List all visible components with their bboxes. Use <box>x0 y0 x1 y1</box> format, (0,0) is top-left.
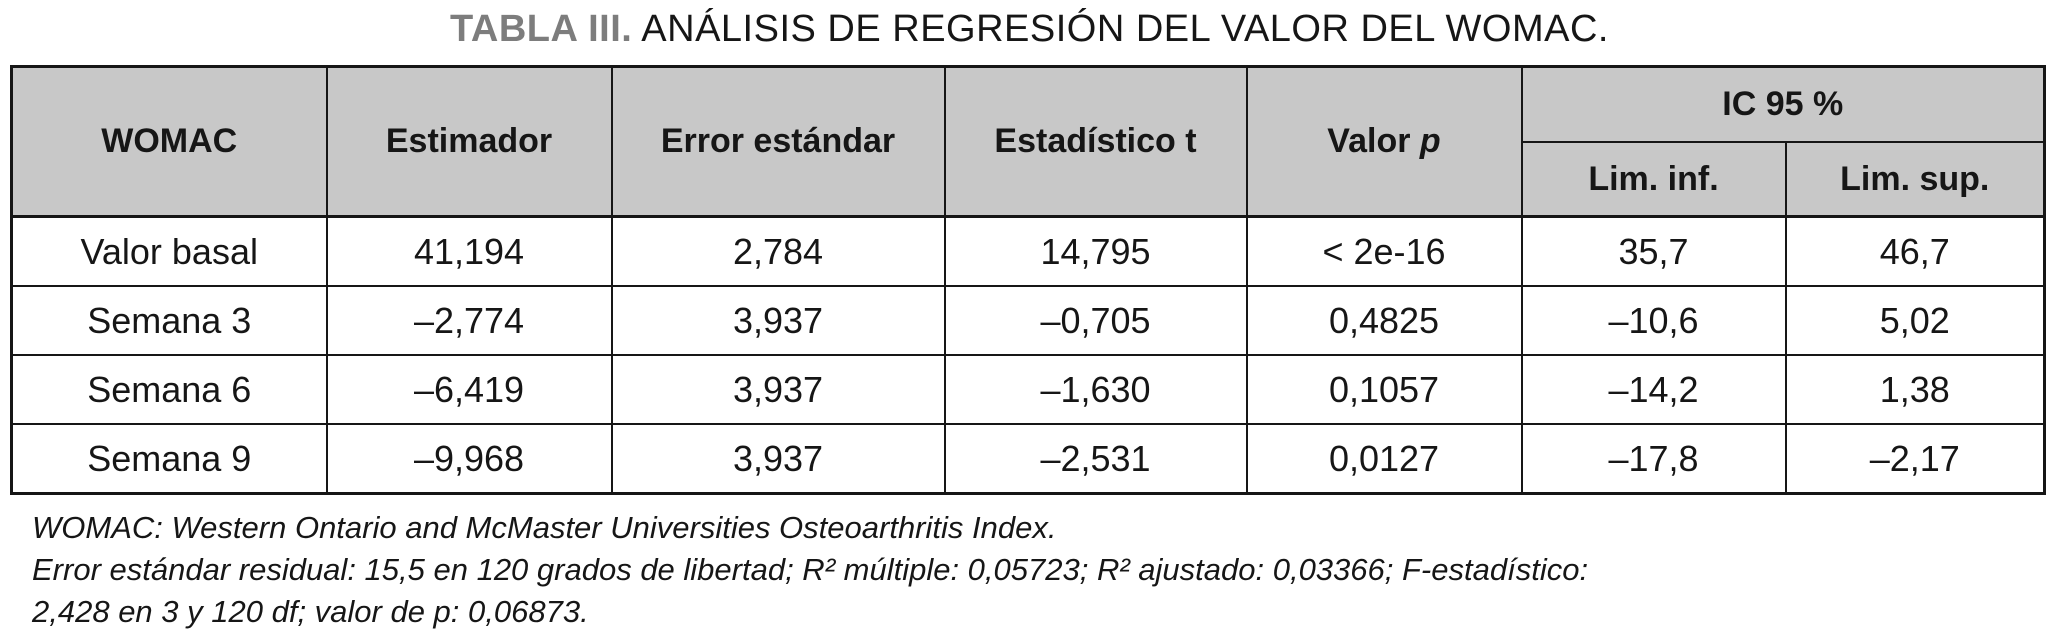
table-row-valor-basal: Valor basal 41,194 2,784 14,795 < 2e-16 … <box>10 215 2046 287</box>
cell-lim-inf: –10,6 <box>1520 285 1787 356</box>
cell-lim-inf: –14,2 <box>1520 354 1787 425</box>
cell-t: –0,705 <box>943 285 1248 356</box>
cell-estimador: –6,419 <box>325 354 613 425</box>
regression-table: WOMAC Estimador Error estándar Estadísti… <box>10 65 2047 495</box>
row-label: Valor basal <box>10 215 328 287</box>
header-valor-p-text: Valor <box>1327 122 1420 160</box>
table-row-semana-6: Semana 6 –6,419 3,937 –1,630 0,1057 –14,… <box>10 354 2046 425</box>
table-header: WOMAC Estimador Error estándar Estadísti… <box>10 65 2046 218</box>
cell-t: –2,531 <box>943 423 1248 495</box>
page: TABLA III. ANÁLISIS DE REGRESIÓN DEL VAL… <box>0 8 2059 640</box>
cell-lim-sup: 1,38 <box>1784 354 2046 425</box>
cell-p: 0,4825 <box>1245 285 1523 356</box>
header-lim-inf: Lim. inf. <box>1520 141 1787 218</box>
cell-lim-inf: 35,7 <box>1520 215 1787 287</box>
footnote-stats-line-2: 2,428 en 3 y 120 df; valor de p: 0,06873… <box>32 594 589 629</box>
cell-p: 0,1057 <box>1245 354 1523 425</box>
cell-error: 2,784 <box>610 215 946 287</box>
table-title-label: TABLA III. <box>450 8 633 50</box>
table-title-text: ANÁLISIS DE REGRESIÓN DEL VALOR DEL WOMA… <box>641 8 1609 50</box>
header-womac: WOMAC <box>10 65 328 218</box>
cell-p: 0,0127 <box>1245 423 1523 495</box>
table-footnotes: WOMAC: Western Ontario and McMaster Univ… <box>32 507 2059 633</box>
cell-estimador: –9,968 <box>325 423 613 495</box>
cell-estimador: 41,194 <box>325 215 613 287</box>
header-error-estandar: Error estándar <box>610 65 946 218</box>
header-ic95: IC 95 % <box>1520 65 2046 143</box>
cell-p: < 2e-16 <box>1245 215 1523 287</box>
cell-error: 3,937 <box>610 354 946 425</box>
header-estimador: Estimador <box>325 65 613 218</box>
cell-lim-inf: –17,8 <box>1520 423 1787 495</box>
cell-t: –1,630 <box>943 354 1248 425</box>
cell-t: 14,795 <box>943 215 1248 287</box>
cell-error: 3,937 <box>610 285 946 356</box>
table-row-semana-3: Semana 3 –2,774 3,937 –0,705 0,4825 –10,… <box>10 285 2046 356</box>
footnote-stats-line-1: Error estándar residual: 15,5 en 120 gra… <box>32 552 1589 587</box>
row-label: Semana 3 <box>10 285 328 356</box>
cell-lim-sup: –2,17 <box>1784 423 2046 495</box>
row-label: Semana 9 <box>10 423 328 495</box>
table-row-semana-9: Semana 9 –9,968 3,937 –2,531 0,0127 –17,… <box>10 423 2046 495</box>
footnote-womac-definition: WOMAC: Western Ontario and McMaster Univ… <box>32 510 1057 545</box>
cell-lim-sup: 46,7 <box>1784 215 2046 287</box>
cell-lim-sup: 5,02 <box>1784 285 2046 356</box>
header-estadistico-t: Estadístico t <box>943 65 1248 218</box>
cell-estimador: –2,774 <box>325 285 613 356</box>
header-valor-p: Valor p <box>1245 65 1523 218</box>
table-body: Valor basal 41,194 2,784 14,795 < 2e-16 … <box>10 215 2046 495</box>
cell-error: 3,937 <box>610 423 946 495</box>
row-label: Semana 6 <box>10 354 328 425</box>
header-lim-sup: Lim. sup. <box>1784 141 2046 218</box>
header-valor-p-italic: p <box>1419 122 1441 160</box>
table-title: TABLA III. ANÁLISIS DE REGRESIÓN DEL VAL… <box>0 8 2059 51</box>
